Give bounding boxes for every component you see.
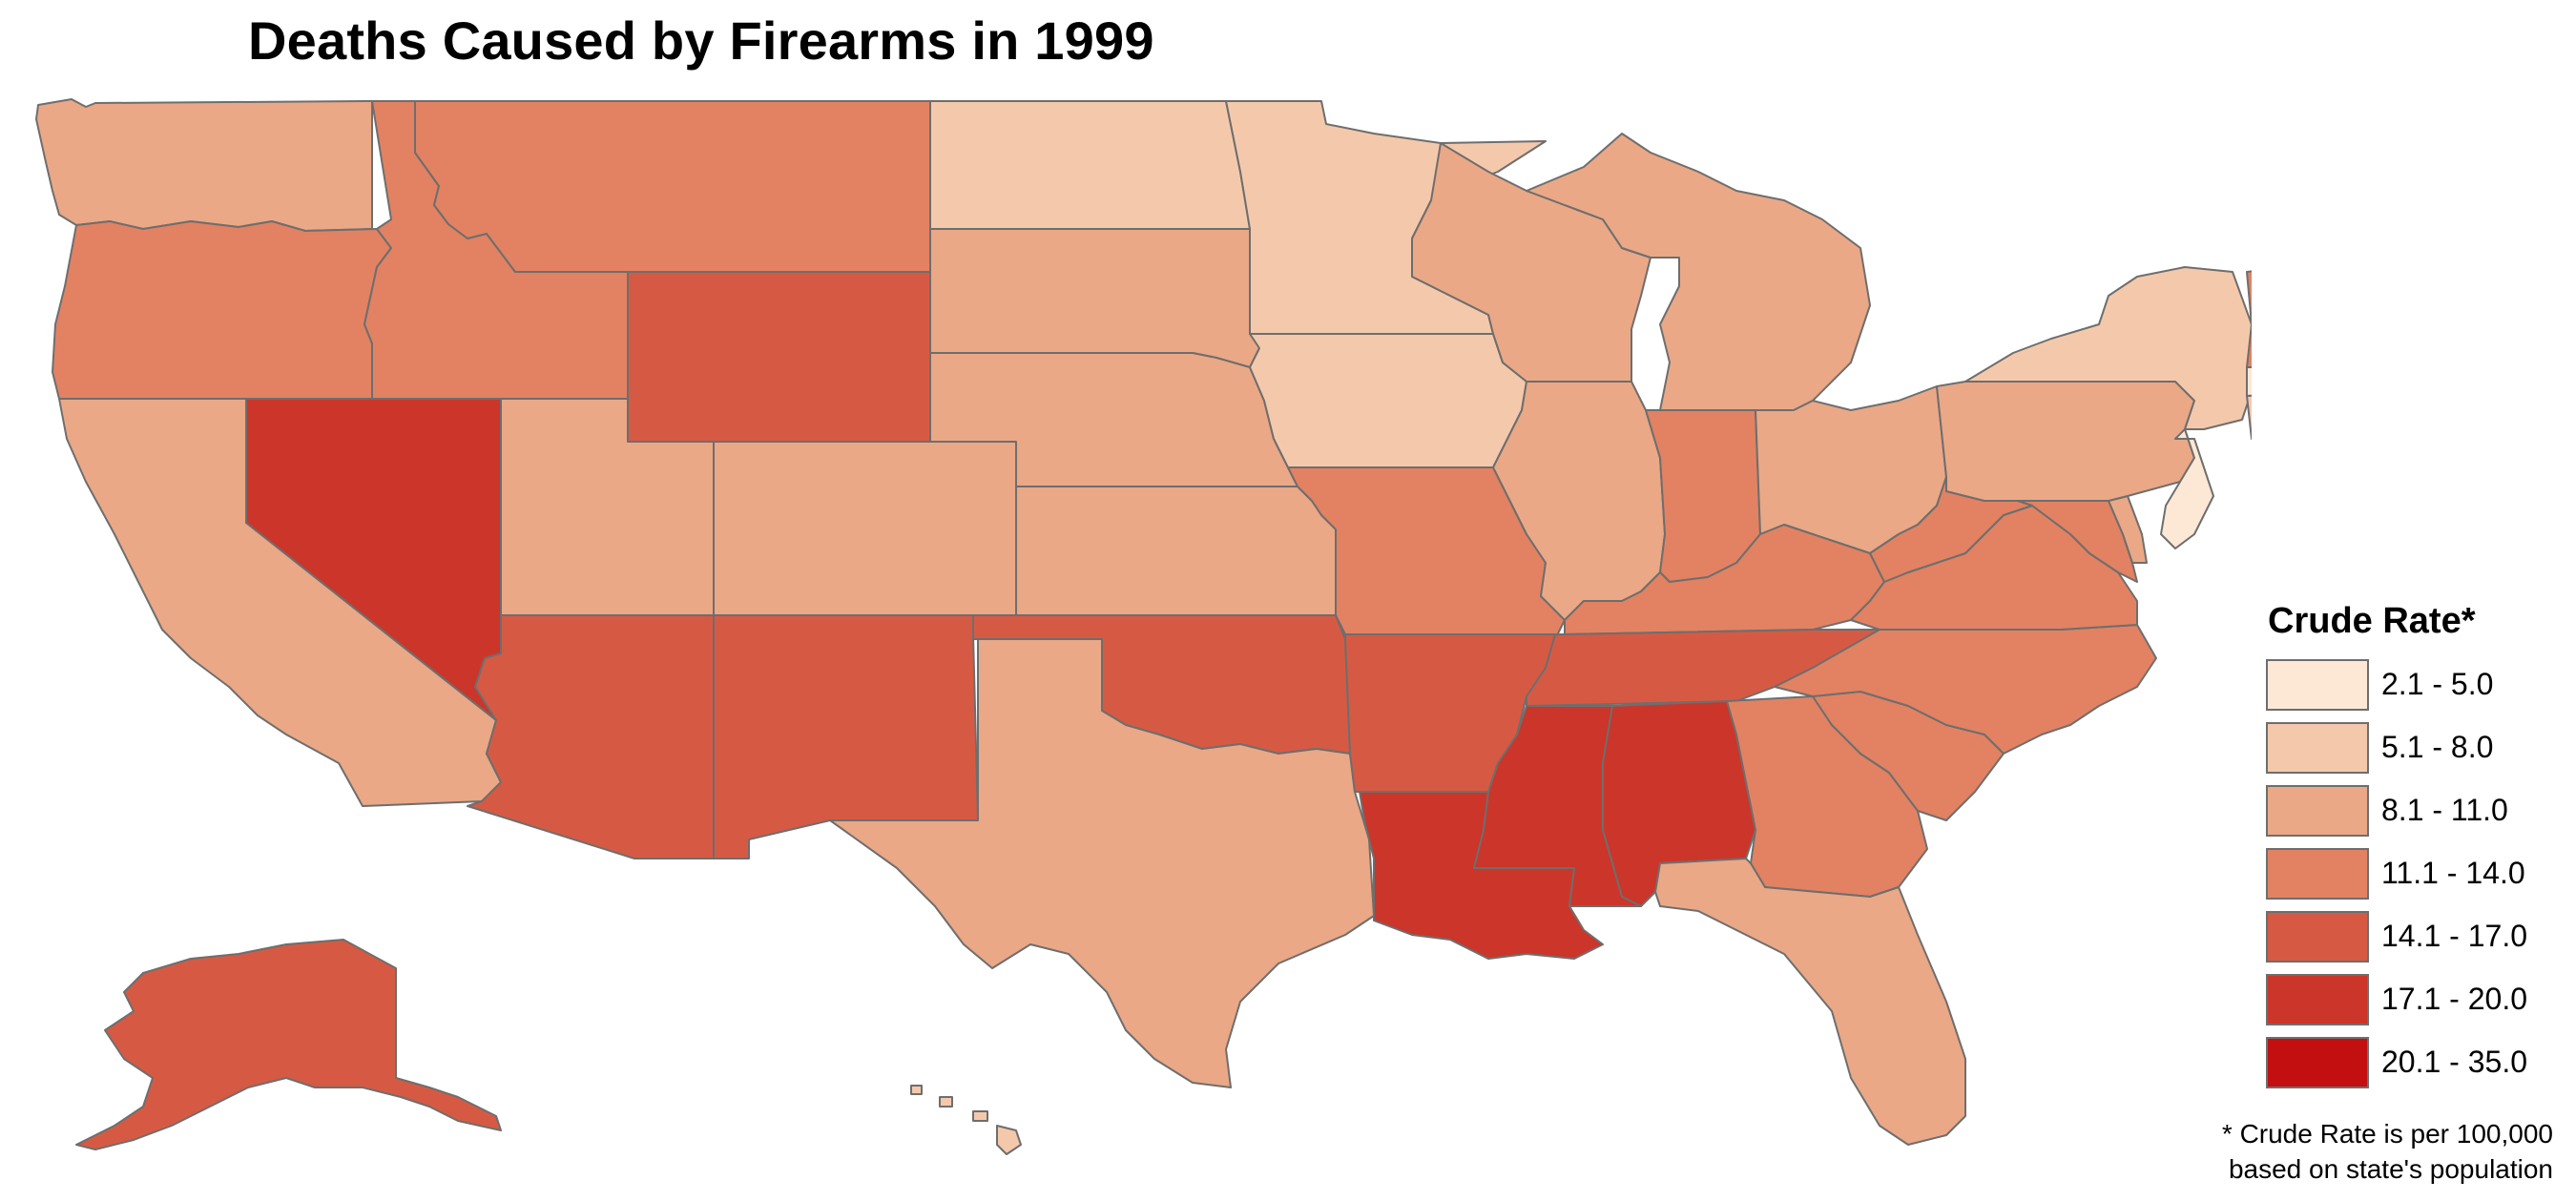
legend-swatch	[2266, 974, 2369, 1025]
legend-label: 17.1 - 20.0	[2381, 982, 2527, 1016]
state-WY[interactable]	[627, 271, 931, 443]
state-HI-maui[interactable]	[972, 1110, 988, 1122]
state-NY[interactable]	[1964, 266, 2252, 430]
us-choropleth-map	[35, 98, 2252, 1155]
legend-item: 20.1 - 35.0	[2261, 1037, 2566, 1092]
footnote: * Crude Rate is per 100,000 based on sta…	[2222, 1116, 2553, 1187]
state-KS[interactable]	[1015, 486, 1337, 616]
state-VT[interactable]	[2246, 267, 2252, 368]
legend-label: 11.1 - 14.0	[2381, 856, 2525, 890]
legend-swatch	[2266, 1037, 2369, 1088]
state-TX[interactable]	[829, 638, 1375, 1088]
legend-title: Crude Rate*	[2268, 601, 2476, 641]
legend-item: 8.1 - 11.0	[2261, 785, 2566, 840]
state-AK[interactable]	[75, 939, 502, 1150]
state-MA[interactable]	[2246, 358, 2252, 397]
legend-swatch	[2266, 722, 2369, 774]
legend-swatch	[2266, 659, 2369, 711]
state-IA[interactable]	[1249, 333, 1527, 468]
map-title: Deaths Caused by Firearms in 1999	[248, 10, 1154, 71]
legend-item: 14.1 - 17.0	[2261, 911, 2566, 966]
state-OR[interactable]	[52, 220, 392, 400]
state-CT[interactable]	[2246, 391, 2252, 440]
state-FL[interactable]	[1654, 858, 1966, 1146]
state-SD[interactable]	[929, 228, 1260, 368]
state-PA[interactable]	[1936, 381, 2195, 502]
footnote-line-1: * Crude Rate is per 100,000	[2221, 1119, 2553, 1149]
legend-label: 20.1 - 35.0	[2381, 1045, 2527, 1079]
footnote-line-2: based on state's population	[2228, 1154, 2553, 1184]
state-WA[interactable]	[35, 98, 373, 232]
legend-swatch	[2266, 848, 2369, 900]
legend-label: 14.1 - 17.0	[2381, 919, 2527, 953]
legend-label: 8.1 - 11.0	[2381, 793, 2508, 827]
state-CO[interactable]	[713, 441, 1017, 616]
legend-item: 2.1 - 5.0	[2261, 659, 2566, 714]
legend-label: 2.1 - 5.0	[2381, 667, 2494, 701]
state-AZ[interactable]	[467, 614, 715, 859]
map-legend: Crude Rate* 2.1 - 5.0 5.1 - 8.0 8.1 - 11.0…	[2261, 601, 2566, 1100]
legend-item: 17.1 - 20.0	[2261, 974, 2566, 1029]
state-HI-kauai[interactable]	[910, 1085, 923, 1095]
legend-swatch	[2266, 785, 2369, 837]
state-ND[interactable]	[929, 100, 1251, 230]
state-NJ[interactable]	[2160, 428, 2214, 549]
legend-item: 11.1 - 14.0	[2261, 848, 2566, 903]
state-HI-big[interactable]	[996, 1125, 1022, 1155]
legend-swatch	[2266, 911, 2369, 963]
legend-item: 5.1 - 8.0	[2261, 722, 2566, 777]
state-HI-oahu[interactable]	[939, 1096, 953, 1108]
legend-label: 5.1 - 8.0	[2381, 730, 2494, 764]
